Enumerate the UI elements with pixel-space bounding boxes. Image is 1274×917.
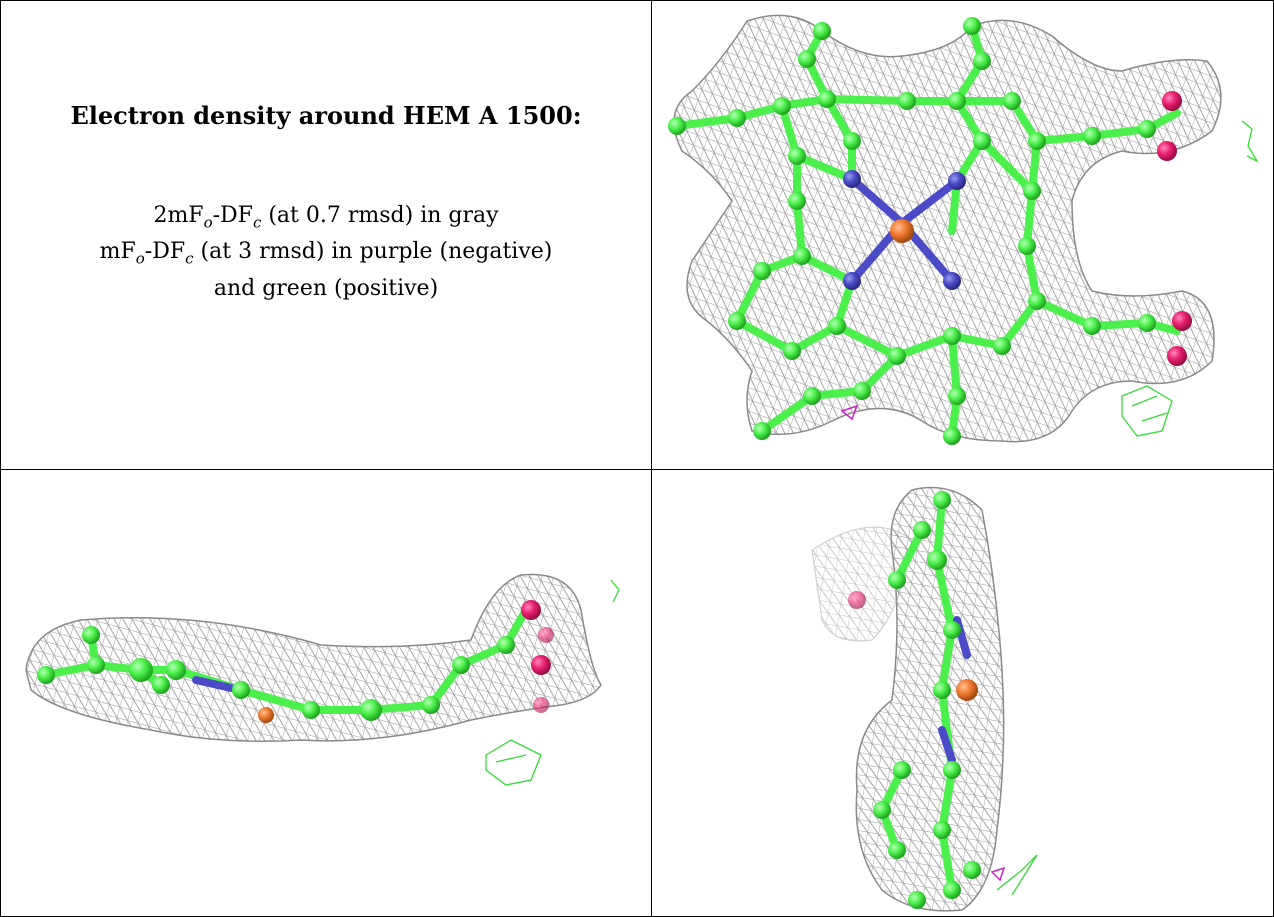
legend-line-2fofc: 2mFo-DFc (at 0.7 rmsd) in gray [153, 203, 499, 232]
nitrogen-bonds-side [192, 676, 235, 692]
density-mesh-2fofc [673, 14, 1222, 443]
density-mesh-2fofc-vertical [855, 486, 1005, 912]
panel-edge-view-horizontal [1, 470, 651, 916]
negative-density-mesh [840, 404, 859, 421]
carbon-atoms [668, 17, 1156, 445]
legend-line-fofc: mFo-DFc (at 3 rmsd) in purple (negative) [99, 239, 553, 268]
positive-density-mesh-vertical [996, 854, 1038, 896]
positive-density-mesh-side [485, 579, 620, 786]
iron-atom-side [258, 707, 274, 723]
iron-atom [890, 219, 914, 243]
density-mesh-2fofc-back [811, 526, 913, 642]
positive-density-mesh [1121, 120, 1259, 437]
oxygen-atom-vertical [848, 591, 866, 609]
table-divider-vertical [651, 1, 652, 916]
table-divider-horizontal [1, 469, 1273, 470]
panel-face-view [652, 1, 1273, 469]
nitrogen-atoms [843, 170, 966, 290]
heme-edge-view-vertical-image [811, 486, 1038, 912]
oxygen-atoms-side [521, 600, 554, 713]
heme-face-view-image [668, 14, 1259, 445]
oxygen-atoms [1157, 91, 1192, 366]
density-mesh-2fofc-side [25, 573, 602, 742]
heme-edge-view-horizontal-image [25, 573, 620, 786]
panel-edge-view-vertical [652, 470, 1273, 916]
map-legend: 2mFo-DFc (at 0.7 rmsd) in gray mFo-DFc (… [1, 201, 651, 304]
carbon-atoms-side [37, 626, 515, 721]
carbon-atoms-vertical [873, 491, 981, 909]
figure-title: Electron density around HEM A 1500: [70, 101, 582, 130]
legend-line-colors: and green (positive) [213, 275, 439, 301]
caption-cell: Electron density around HEM A 1500: 2mFo… [1, 1, 651, 469]
negative-density-mesh-vertical [990, 866, 1006, 882]
iron-atom-vertical [956, 679, 978, 701]
